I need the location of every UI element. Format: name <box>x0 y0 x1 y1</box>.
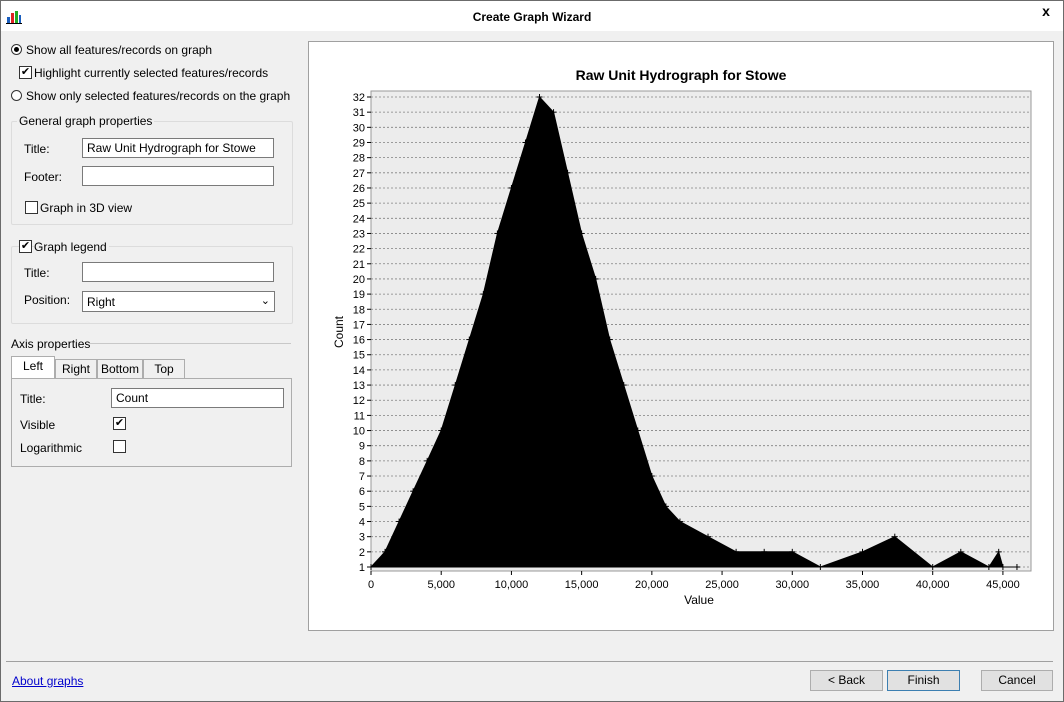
y-axis-ticks: 1234567891011121314151617181920212223242… <box>353 92 371 574</box>
y-tick-label: 10 <box>353 426 365 438</box>
hydrograph-chart: Raw Unit Hydrograph for Stowe 1234567891… <box>332 67 1032 607</box>
y-tick-label: 15 <box>353 350 365 362</box>
axis-log-checkbox[interactable] <box>113 440 126 453</box>
x-tick-label: 40,000 <box>916 579 950 591</box>
y-tick-label: 7 <box>359 471 365 483</box>
x-tick-label: 35,000 <box>846 579 880 591</box>
legend-title-label: Title: <box>24 266 50 280</box>
x-tick-label: 20,000 <box>635 579 669 591</box>
y-tick-label: 16 <box>353 335 365 347</box>
legend-title-input[interactable] <box>82 262 274 282</box>
y-tick-label: 21 <box>353 259 365 271</box>
y-tick-label: 18 <box>353 304 365 316</box>
chevron-down-icon: ⌄ <box>260 295 270 307</box>
x-axis-label: Value <box>684 593 714 607</box>
axis-properties-heading: Axis properties <box>11 337 91 351</box>
tab-left[interactable]: Left <box>11 356 55 379</box>
y-tick-label: 32 <box>353 92 365 104</box>
finish-button[interactable]: Finish <box>887 670 960 691</box>
graph-legend-label: Graph legend <box>34 240 109 254</box>
axis-log-label: Logarithmic <box>20 441 83 455</box>
x-axis-ticks: 0 5,000 10,000 15,000 20,000 25,000 30,000 35,0… <box>368 571 1020 591</box>
legend-group <box>11 246 293 324</box>
y-tick-label: 19 <box>353 289 365 301</box>
y-tick-label: 5 <box>359 501 365 513</box>
x-tick-label: 30,000 <box>775 579 809 591</box>
cancel-button[interactable]: Cancel <box>981 670 1053 691</box>
y-tick-label: 13 <box>353 380 365 392</box>
x-tick-label: 5,000 <box>427 579 455 591</box>
tab-top[interactable]: Top <box>143 359 185 378</box>
footer-input[interactable] <box>82 166 274 186</box>
general-properties-heading: General graph properties <box>17 114 155 128</box>
footer-divider <box>6 661 1053 662</box>
y-tick-label: 4 <box>359 517 365 529</box>
y-tick-label: 28 <box>353 153 365 165</box>
y-tick-label: 27 <box>353 168 365 180</box>
y-tick-label: 6 <box>359 486 365 498</box>
x-tick-label: 0 <box>368 579 374 591</box>
graph-3d-checkbox[interactable] <box>25 201 38 214</box>
y-tick-label: 3 <box>359 532 365 544</box>
graph-legend-checkbox[interactable]: ✔ <box>19 240 32 253</box>
graph-3d-label: Graph in 3D view <box>40 201 133 215</box>
x-tick-label: 25,000 <box>705 579 739 591</box>
y-tick-label: 29 <box>353 137 365 149</box>
axis-title-input[interactable]: Count <box>111 388 284 408</box>
x-tick-label: 10,000 <box>495 579 529 591</box>
graph-app-icon <box>6 11 22 24</box>
legend-position-select[interactable]: Right ⌄ <box>82 291 275 312</box>
y-tick-label: 8 <box>359 456 365 468</box>
axis-heading-divider <box>89 343 291 344</box>
tab-right[interactable]: Right <box>55 359 97 378</box>
y-tick-label: 14 <box>353 365 365 377</box>
axis-visible-label: Visible <box>20 418 56 432</box>
y-tick-label: 30 <box>353 122 365 134</box>
graph-title-input[interactable]: Raw Unit Hydrograph for Stowe <box>82 138 274 158</box>
legend-position-value: Right <box>87 295 116 309</box>
back-button[interactable]: < Back <box>810 670 883 691</box>
y-axis-label: Count <box>332 315 346 348</box>
about-graphs-link[interactable]: About graphs <box>12 674 84 688</box>
axis-title-label: Title: <box>20 392 46 406</box>
chart-title: Raw Unit Hydrograph for Stowe <box>576 67 787 83</box>
x-tick-label: 45,000 <box>986 579 1020 591</box>
show-all-label: Show all features/records on graph <box>26 43 213 57</box>
tab-bottom[interactable]: Bottom <box>97 359 143 378</box>
highlight-selected-checkbox[interactable]: ✔ <box>19 66 32 79</box>
x-tick-label: 15,000 <box>565 579 599 591</box>
y-tick-label: 23 <box>353 228 365 240</box>
show-only-selected-radio[interactable] <box>11 90 22 101</box>
y-tick-label: 20 <box>353 274 365 286</box>
y-tick-label: 2 <box>359 547 365 559</box>
y-tick-label: 11 <box>354 410 365 422</box>
footer-label: Footer: <box>24 170 63 184</box>
show-only-selected-label: Show only selected features/records on t… <box>26 89 291 103</box>
graph-title-label: Title: <box>24 142 50 156</box>
y-tick-label: 1 <box>359 562 365 574</box>
y-tick-label: 31 <box>353 107 365 119</box>
y-tick-label: 26 <box>353 183 365 195</box>
axis-visible-checkbox[interactable]: ✔ <box>113 417 126 430</box>
show-all-radio[interactable] <box>11 44 22 55</box>
y-tick-label: 12 <box>353 395 365 407</box>
y-tick-label: 25 <box>353 198 365 210</box>
y-tick-label: 24 <box>353 213 365 225</box>
data-series <box>368 94 1020 570</box>
legend-position-label: Position: <box>24 293 71 307</box>
highlight-selected-label: Highlight currently selected features/re… <box>34 66 269 80</box>
y-tick-label: 22 <box>353 244 365 256</box>
close-button[interactable]: x <box>1042 3 1050 19</box>
title-bar: Create Graph Wizard x <box>1 1 1063 31</box>
window-title: Create Graph Wizard <box>472 10 592 24</box>
y-tick-label: 9 <box>359 441 365 453</box>
y-tick-label: 17 <box>353 319 365 331</box>
